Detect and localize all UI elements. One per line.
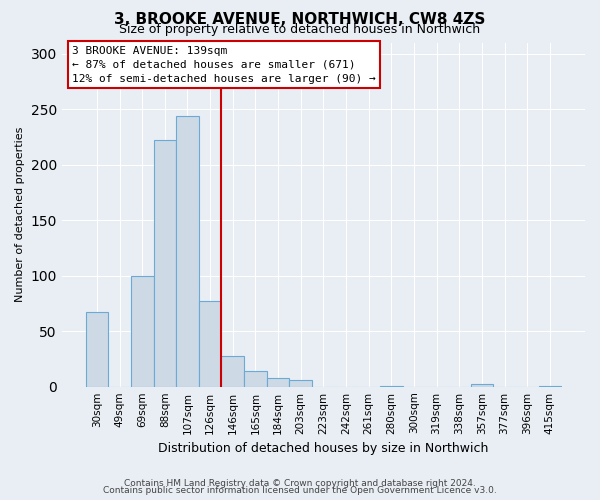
Text: Contains HM Land Registry data © Crown copyright and database right 2024.: Contains HM Land Registry data © Crown c… — [124, 478, 476, 488]
X-axis label: Distribution of detached houses by size in Northwich: Distribution of detached houses by size … — [158, 442, 488, 455]
Bar — [289, 380, 312, 386]
Bar — [470, 384, 493, 386]
Bar — [244, 371, 267, 386]
Text: 3 BROOKE AVENUE: 139sqm
← 87% of detached houses are smaller (671)
12% of semi-d: 3 BROOKE AVENUE: 139sqm ← 87% of detache… — [72, 46, 376, 84]
Bar — [86, 312, 108, 386]
Text: 3, BROOKE AVENUE, NORTHWICH, CW8 4ZS: 3, BROOKE AVENUE, NORTHWICH, CW8 4ZS — [115, 12, 485, 28]
Bar — [176, 116, 199, 386]
Y-axis label: Number of detached properties: Number of detached properties — [15, 127, 25, 302]
Text: Size of property relative to detached houses in Northwich: Size of property relative to detached ho… — [119, 24, 481, 36]
Bar — [267, 378, 289, 386]
Bar — [131, 276, 154, 386]
Bar — [221, 356, 244, 386]
Text: Contains public sector information licensed under the Open Government Licence v3: Contains public sector information licen… — [103, 486, 497, 495]
Bar — [199, 301, 221, 386]
Bar — [154, 140, 176, 386]
